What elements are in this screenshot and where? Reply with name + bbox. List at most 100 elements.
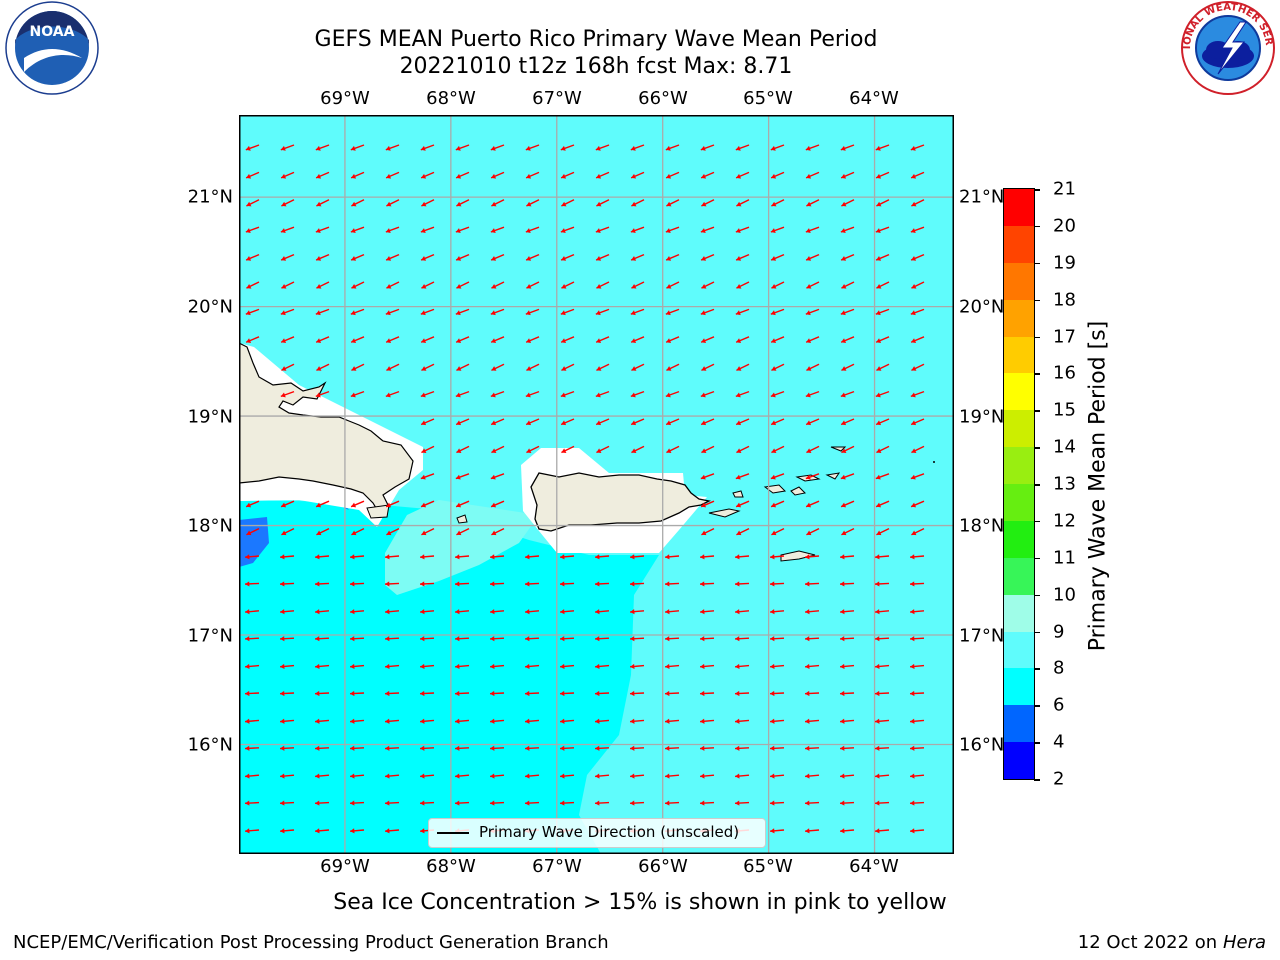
wave-arrow — [734, 800, 750, 806]
wave-arrow — [700, 336, 715, 343]
wave-arrow — [560, 171, 575, 179]
wave-arrow — [489, 663, 505, 670]
wave-arrow — [630, 253, 645, 261]
wave-arrow — [629, 609, 645, 615]
wave-arrow — [875, 308, 890, 316]
wave-arrow — [841, 363, 855, 371]
graticule — [239, 115, 954, 854]
wave-arrow — [384, 718, 400, 724]
wave-arrow — [491, 527, 505, 536]
wave-arrow — [909, 800, 925, 806]
wave-arrow — [840, 390, 855, 398]
footer-date-text: 12 Oct 2022 on — [1077, 932, 1223, 953]
wave-arrow — [840, 418, 855, 426]
wave-arrow — [875, 390, 890, 398]
lat-label-left: 19°N — [187, 406, 233, 428]
wave-arrow — [736, 445, 750, 454]
wave-arrow — [454, 609, 470, 615]
wave-arrow — [701, 445, 715, 454]
nws-logo: NATIONAL WEATHER SERVICE — [1178, 0, 1275, 95]
wave-arrow — [700, 418, 715, 426]
wave-arrow — [385, 336, 400, 343]
wave-arrow — [454, 581, 470, 587]
wave-arrow — [909, 718, 925, 724]
wave-arrow — [315, 390, 330, 398]
wave-arrow — [804, 690, 820, 697]
colorbar-tick-label: 21 — [1053, 178, 1076, 200]
wave-arrow — [316, 281, 330, 289]
wave-arrow — [700, 473, 715, 480]
lat-label-left: 20°N — [187, 296, 233, 318]
wave-arrow — [664, 554, 680, 560]
colorbar-tick — [1034, 262, 1040, 265]
wave-arrow — [315, 500, 330, 508]
wave-arrow — [454, 800, 470, 806]
wave-arrow — [630, 390, 645, 398]
wave-arrow — [769, 718, 785, 724]
wave-arrow — [490, 144, 505, 151]
wave-arrow — [244, 690, 260, 697]
lat-label-right: 21°N — [959, 186, 1005, 208]
wave-arrow — [806, 363, 820, 371]
wave-arrow — [456, 527, 470, 536]
wave-arrow — [421, 281, 435, 289]
wave-arrow — [489, 554, 505, 560]
wave-arrow — [771, 445, 785, 454]
wave-arrow — [735, 418, 750, 426]
wave-arrow — [489, 718, 505, 724]
wave-arrow — [280, 144, 295, 151]
lat-label-right: 16°N — [959, 734, 1005, 756]
wave-arrow — [700, 308, 715, 316]
wave-arrow — [455, 171, 470, 179]
wave-arrow — [874, 690, 890, 697]
wave-arrow — [595, 171, 610, 179]
wave-arrow — [281, 281, 295, 289]
wave-arrow — [454, 554, 470, 560]
wave-arrow — [386, 363, 400, 371]
wave-arrow — [280, 500, 295, 508]
wave-arrow — [244, 745, 260, 751]
colorbar-segment — [1004, 557, 1034, 595]
wave-arrow — [314, 663, 330, 670]
wave-arrow — [421, 445, 435, 454]
wave-arrow — [420, 336, 435, 343]
wave-arrow — [664, 745, 680, 751]
wave-arrow — [665, 336, 680, 343]
wave-arrow — [839, 609, 855, 615]
wave-arrow — [839, 581, 855, 587]
chart-title: GEFS MEAN Puerto Rico Primary Wave Mean … — [314, 27, 878, 52]
wave-arrow — [349, 554, 365, 560]
wave-arrow — [594, 609, 610, 615]
noaa-logo-text: NOAA — [30, 24, 75, 40]
footer-host: Hera — [1222, 932, 1266, 953]
wave-arrow — [560, 144, 575, 151]
wave-arrow — [420, 253, 435, 261]
wave-arrow — [490, 418, 505, 426]
wave-arrow — [456, 199, 470, 207]
wave-arrow — [804, 745, 820, 751]
wave-arrow — [386, 527, 400, 536]
colorbar-tick-label: 18 — [1053, 289, 1076, 311]
wave-arrow — [770, 418, 785, 426]
wave-arrow — [489, 581, 505, 587]
wave-arrow — [875, 171, 890, 179]
legend-label: Primary Wave Direction (unscaled) — [479, 823, 740, 841]
wave-arrow — [806, 199, 820, 207]
wave-arrow — [874, 554, 890, 560]
wave-arrow — [735, 226, 750, 233]
wave-arrow — [665, 226, 680, 233]
wave-arrow — [630, 226, 645, 233]
wave-arrow — [596, 363, 610, 371]
wave-arrow — [279, 718, 295, 724]
wave-arrow — [384, 663, 400, 670]
wave-arrow — [911, 445, 925, 454]
wave-arrow — [420, 418, 435, 426]
wave-arrow — [419, 663, 435, 670]
wave-arrow — [526, 199, 540, 207]
colorbar-tick — [1034, 484, 1040, 486]
wave-arrow — [351, 363, 365, 371]
wave-arrow — [804, 663, 820, 670]
wave-arrow — [245, 253, 260, 261]
wave-arrow — [315, 226, 330, 233]
wave-arrow — [490, 226, 505, 233]
